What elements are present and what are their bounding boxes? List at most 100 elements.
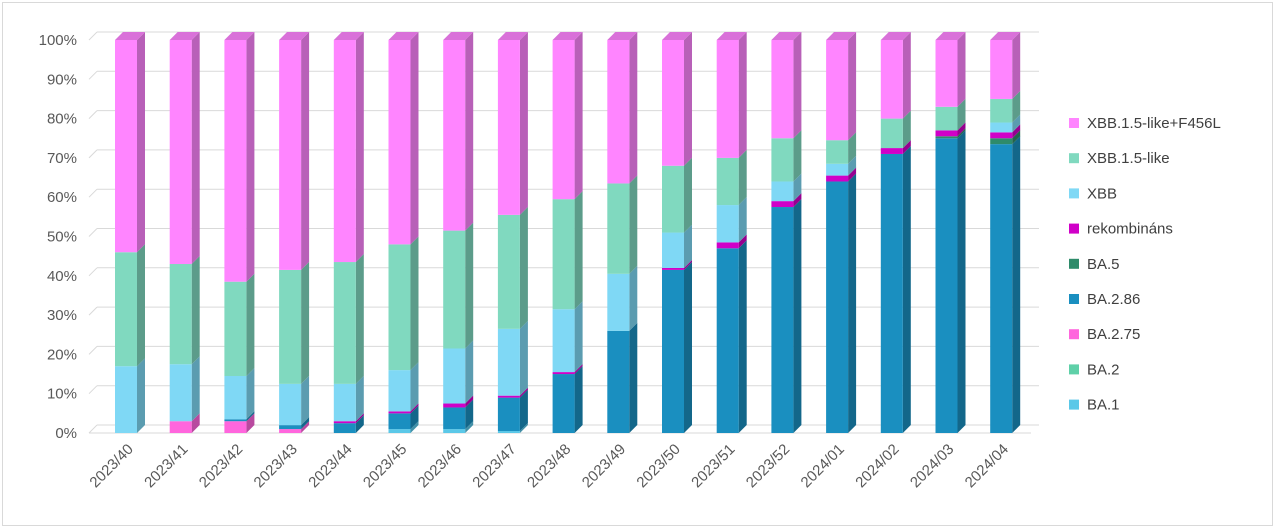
gridline-depth bbox=[88, 110, 98, 119]
bar-segment bbox=[716, 32, 747, 158]
bar-segment bbox=[443, 222, 474, 349]
bar-front bbox=[115, 252, 137, 367]
bar-segment bbox=[224, 413, 255, 433]
bar-front bbox=[607, 273, 630, 331]
y-axis-ticks: 0% 10% 20% 30% 40% 50% 60% 70% 80% 90% 100% bbox=[39, 32, 77, 442]
bar-segment bbox=[224, 368, 255, 420]
bar-front bbox=[443, 348, 466, 404]
legend-item: XBB.1.5-like+F456L bbox=[1069, 115, 1221, 132]
legend-swatch bbox=[1069, 118, 1079, 128]
bar-front bbox=[771, 40, 794, 139]
bar-side bbox=[574, 366, 583, 433]
bar-side bbox=[957, 122, 966, 137]
y-tick-label: 70% bbox=[47, 150, 77, 167]
bar-side bbox=[1012, 136, 1021, 433]
bar-side bbox=[684, 261, 692, 433]
bar-front bbox=[990, 40, 1013, 99]
bar-side bbox=[574, 364, 583, 375]
bar-segment bbox=[497, 206, 528, 329]
bar-segment bbox=[662, 259, 692, 270]
bar-front bbox=[333, 423, 356, 433]
bar-top bbox=[552, 32, 583, 40]
bar-side bbox=[410, 421, 419, 433]
bar-segment bbox=[607, 175, 638, 274]
bar-side bbox=[793, 32, 802, 139]
bar-segment bbox=[388, 403, 419, 414]
bar-segment bbox=[443, 340, 474, 404]
bar-side bbox=[902, 140, 911, 154]
gridline-depth bbox=[88, 306, 98, 316]
gridline-depth bbox=[88, 385, 98, 395]
bar-segment bbox=[662, 32, 692, 166]
x-tick-label: 2024/01 bbox=[798, 441, 848, 491]
bar-side bbox=[355, 415, 364, 433]
bar-side bbox=[738, 149, 747, 206]
bar-side bbox=[793, 193, 802, 208]
bar-top bbox=[497, 32, 528, 40]
bar-front bbox=[716, 205, 739, 243]
x-tick-label: 2024/04 bbox=[962, 441, 1012, 491]
y-tick-label: 30% bbox=[47, 307, 77, 324]
bar-front bbox=[333, 383, 356, 422]
bar-side bbox=[465, 421, 474, 433]
bar-segment bbox=[771, 130, 802, 182]
bar-segment bbox=[497, 320, 528, 396]
bar-segment bbox=[279, 32, 310, 270]
bar-side bbox=[410, 405, 419, 430]
bar-front bbox=[880, 148, 903, 154]
bar-front bbox=[169, 421, 192, 433]
bar-front bbox=[443, 429, 466, 433]
bar-segment bbox=[607, 265, 638, 331]
x-tick-label: 2023/49 bbox=[579, 441, 629, 491]
bar-front bbox=[716, 248, 739, 433]
bar-front bbox=[279, 429, 302, 433]
y-tick-label: 80% bbox=[47, 111, 77, 128]
bar-side bbox=[137, 358, 145, 433]
bar-side bbox=[519, 389, 528, 432]
bar-front bbox=[169, 264, 192, 365]
bar-segment bbox=[279, 375, 310, 426]
legend-item: BA.2 bbox=[1069, 361, 1120, 378]
bar-side bbox=[848, 173, 857, 434]
legend-swatch bbox=[1069, 258, 1079, 269]
x-tick-label: 2023/52 bbox=[743, 441, 793, 491]
bar-front bbox=[716, 157, 739, 206]
bar-segment bbox=[333, 413, 364, 424]
bar-segment bbox=[771, 32, 802, 139]
bar-front bbox=[990, 98, 1013, 123]
bar-side bbox=[465, 32, 474, 231]
bar-segment bbox=[497, 389, 528, 432]
bar-side bbox=[848, 132, 857, 164]
legend-label: BA.2 bbox=[1087, 361, 1120, 378]
bar-top bbox=[826, 32, 857, 40]
bar-segment bbox=[716, 240, 747, 433]
bar-segment bbox=[935, 122, 966, 137]
legend-item: BA.5 bbox=[1069, 256, 1120, 273]
gridline-depth bbox=[88, 149, 98, 159]
bar-segment bbox=[771, 199, 802, 433]
legend-label: BA.2.86 bbox=[1087, 291, 1140, 308]
bar-side bbox=[902, 110, 911, 149]
bar-top bbox=[990, 32, 1021, 40]
bar-front bbox=[279, 40, 302, 270]
bar-segment bbox=[169, 32, 200, 265]
bar-side bbox=[1012, 32, 1021, 99]
bar-side bbox=[465, 395, 474, 408]
bar-front bbox=[607, 40, 630, 184]
bar-side bbox=[246, 368, 255, 420]
x-tick-label: 2023/51 bbox=[688, 441, 738, 491]
bar-segment bbox=[169, 256, 200, 365]
legend-swatch bbox=[1069, 329, 1079, 340]
bar-front bbox=[880, 40, 903, 119]
bar-segment bbox=[497, 423, 528, 433]
bar-segment bbox=[716, 197, 747, 243]
bar-side bbox=[301, 421, 310, 433]
bar-segment bbox=[716, 234, 747, 249]
bar-segment bbox=[935, 128, 966, 139]
bar-segment bbox=[607, 322, 638, 433]
legend-label: BA.5 bbox=[1087, 256, 1120, 273]
x-tick-label: 2023/43 bbox=[251, 441, 301, 491]
bar-side bbox=[410, 236, 419, 371]
bar-front bbox=[388, 244, 411, 371]
bar-segment bbox=[333, 415, 364, 433]
